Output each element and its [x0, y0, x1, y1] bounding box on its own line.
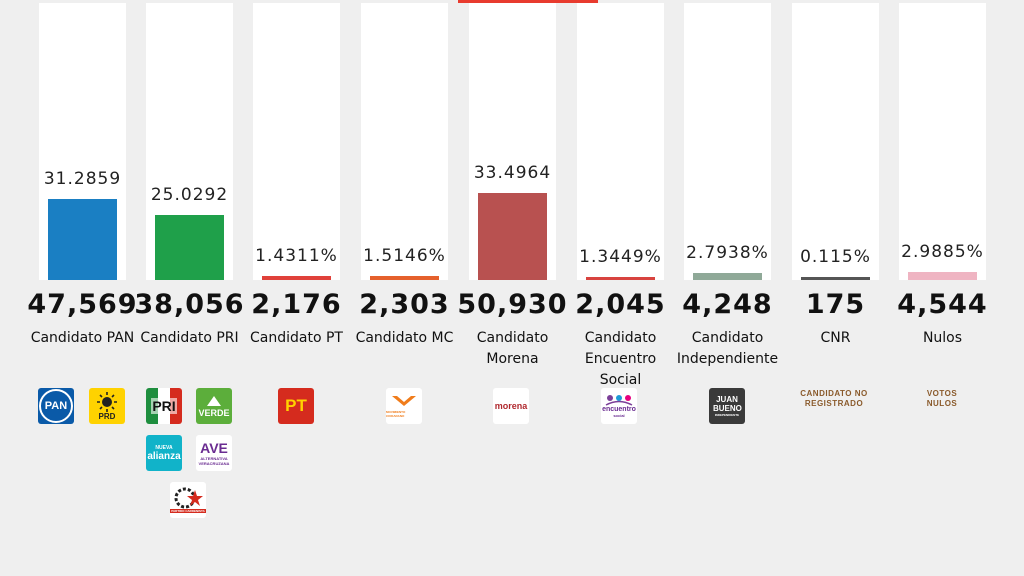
bar-value-label: 1.3449%: [579, 246, 662, 267]
independiente-logo-subtext: INDEPENDIENTE: [714, 413, 740, 417]
bar-column-bg: [899, 3, 986, 280]
candidate-label-line: Candidato: [584, 330, 657, 346]
bar-value-label: 1.4311%: [255, 246, 338, 267]
nueva-alianza-logo-icon: NUEVA alianza: [146, 435, 182, 471]
candidate-label-line: Encuentro: [584, 351, 657, 367]
candidate-label-line: CNR: [820, 330, 851, 346]
candidate-label-line: Candidato PRI: [140, 330, 239, 346]
bar: [478, 192, 547, 280]
encuentro-social-logo-icon: encuentro social: [601, 388, 637, 424]
candidate-label-line: Social: [599, 372, 642, 388]
candidate-label-line: Morena: [486, 351, 539, 367]
bar: [370, 276, 439, 280]
bar-value-label: 25.0292: [150, 184, 229, 205]
nueva-alianza-top-text: NUEVA: [155, 444, 173, 451]
candidate-label: Candidato Morena: [459, 328, 567, 370]
prd-logo-text: PRD: [98, 411, 116, 421]
vote-count: 47,569: [27, 289, 138, 320]
bar: [586, 276, 655, 280]
bar: [801, 277, 870, 280]
verde-logo-text: VERDE: [198, 408, 230, 418]
cardenista-logo-text: PARTIDO CARDENISTA: [170, 509, 206, 513]
prd-logo-icon: PRD: [89, 388, 125, 424]
cnr-logo: CANDIDATO NO REGISTRADO: [800, 389, 868, 408]
ave-logo-text: AVE: [200, 440, 228, 456]
candidate-label: Candidato PT: [243, 328, 351, 349]
pt-logo-text: PT: [285, 396, 307, 415]
morena-logo-icon: morena: [493, 388, 529, 424]
nueva-alianza-text: alianza: [147, 450, 181, 462]
nulos-logo: VOTOS NULOS: [926, 389, 958, 408]
pri-logo-icon: PRI: [146, 388, 182, 424]
candidate-label-line: Nulos: [922, 330, 963, 346]
pan-logo-text: PAN: [39, 389, 73, 423]
bar-value-label: 1.5146%: [363, 246, 446, 267]
vote-count: 50,930: [457, 289, 568, 320]
bar-value-label: 2.9885%: [901, 242, 984, 263]
candidate-label-line: Candidato: [476, 330, 549, 346]
encuentro-logo-text: encuentro: [602, 406, 636, 413]
independiente-logo-icon: JUAN BUENO INDEPENDIENTE: [709, 388, 745, 424]
bar-column-bg: [684, 3, 771, 280]
vote-count: 4,248: [682, 289, 773, 320]
bar: [48, 198, 117, 280]
candidate-label: CNR: [782, 328, 890, 349]
candidate-label: Candidato Encuentro Social: [567, 328, 675, 391]
candidate-label-line: Candidato PT: [250, 330, 343, 346]
candidate-label-line: Candidato MC: [355, 330, 454, 346]
candidate-label-line: Candidato: [691, 330, 764, 346]
ave-logo-icon: AVE ALTERNATIVA VERACRUZANA: [196, 435, 232, 471]
candidate-label: Nulos: [889, 328, 997, 349]
candidate-label: Candidato MC: [351, 328, 459, 349]
bar: [155, 214, 224, 280]
bar-value-label: 33.4964: [473, 162, 552, 183]
bar: [262, 276, 331, 280]
encuentro-logo-subtext: social: [613, 413, 625, 418]
people-dots-icon: [605, 395, 633, 406]
toucan-icon: [207, 396, 221, 406]
candidate-label: Candidato PRI: [136, 328, 244, 349]
candidate-label-line: Independiente: [676, 351, 779, 367]
mc-logo-icon: MOVIMIENTO CIUDADANO: [386, 388, 422, 424]
eagle-icon: [392, 396, 416, 406]
vote-count: 4,544: [897, 289, 988, 320]
bar: [908, 272, 977, 280]
mc-logo-subtext: MOVIMIENTO CIUDADANO: [386, 410, 406, 418]
verde-logo-icon: VERDE: [196, 388, 232, 424]
bar-value-label: 0.115%: [800, 247, 871, 267]
bar-column-bg: [253, 3, 340, 280]
bar-value-label: 31.2859: [43, 168, 122, 189]
vote-count: 2,176: [251, 289, 342, 320]
candidate-label: Candidato Independiente: [674, 328, 782, 370]
bar-value-label: 2.7938%: [686, 242, 769, 263]
bar: [693, 272, 762, 280]
bar-column-bg: [577, 3, 664, 280]
bar-column-bg: [792, 3, 879, 280]
independiente-logo-text: JUAN BUENO: [713, 395, 742, 413]
morena-logo-text: morena: [494, 401, 528, 411]
cardenista-logo-icon: PARTIDO CARDENISTA: [170, 482, 206, 518]
sun-icon: [97, 391, 117, 412]
pt-logo-icon: PT: [278, 388, 314, 424]
candidate-label: Candidato PAN: [29, 328, 137, 349]
pan-logo-icon: PAN: [38, 388, 74, 424]
gear-star-icon: [174, 487, 203, 509]
pri-logo-text: PRI: [151, 398, 177, 414]
vote-count: 175: [805, 289, 866, 320]
top-accent-line: [458, 0, 598, 3]
vote-count: 2,045: [575, 289, 666, 320]
ave-logo-subtext: ALTERNATIVA VERACRUZANA: [198, 456, 230, 466]
candidate-label-line: Candidato PAN: [30, 330, 135, 346]
vote-count: 2,303: [359, 289, 450, 320]
vote-count: 38,056: [134, 289, 245, 320]
bar-column-bg: [361, 3, 448, 280]
